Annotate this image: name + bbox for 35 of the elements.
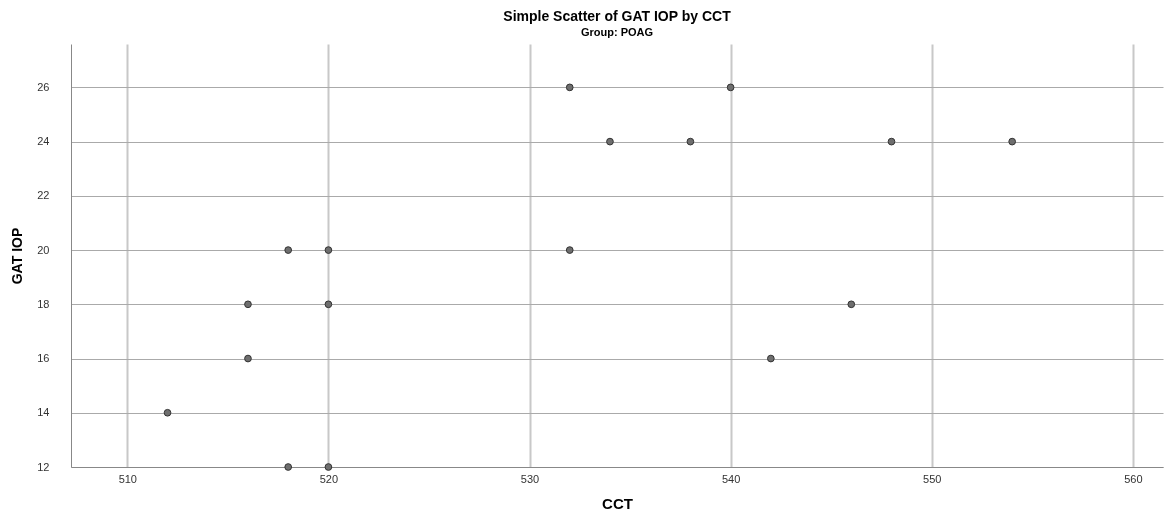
y-tick-label: 18 <box>37 297 50 310</box>
point <box>284 463 293 471</box>
x-tick-label: 510 <box>118 472 137 485</box>
point <box>244 300 252 309</box>
x-tick-label: 540 <box>721 472 741 485</box>
x-axis-title: CCT <box>602 494 633 512</box>
x-tick-label: 530 <box>520 472 540 485</box>
point <box>1008 137 1017 146</box>
point <box>244 354 252 363</box>
x-tick-label: 560 <box>1124 472 1143 485</box>
y-axis-title: GAT IOP <box>9 227 26 285</box>
chart-title: Simple Scatter of GAT IOP by CCT <box>503 8 732 24</box>
x-tick-label: 550 <box>923 472 942 485</box>
y-tick-label: 24 <box>37 135 50 148</box>
y-tick-label: 20 <box>37 243 50 256</box>
point <box>726 83 735 92</box>
point <box>565 83 574 92</box>
point <box>565 246 574 254</box>
point <box>324 463 333 471</box>
point <box>686 137 695 146</box>
point <box>887 137 896 146</box>
point <box>284 246 293 254</box>
y-tick-label: 16 <box>37 352 50 365</box>
chart-subtitle: Group: POAG <box>580 26 654 38</box>
point <box>163 408 172 417</box>
point <box>324 246 333 254</box>
y-tick-label: 26 <box>37 80 50 93</box>
y-tick-label: 12 <box>37 460 50 473</box>
point <box>606 137 614 146</box>
y-tick-label: 22 <box>37 189 50 202</box>
point <box>324 300 333 309</box>
x-tick-label: 520 <box>319 472 339 485</box>
point <box>766 354 775 363</box>
point <box>847 300 856 309</box>
y-tick-label: 14 <box>37 406 50 419</box>
